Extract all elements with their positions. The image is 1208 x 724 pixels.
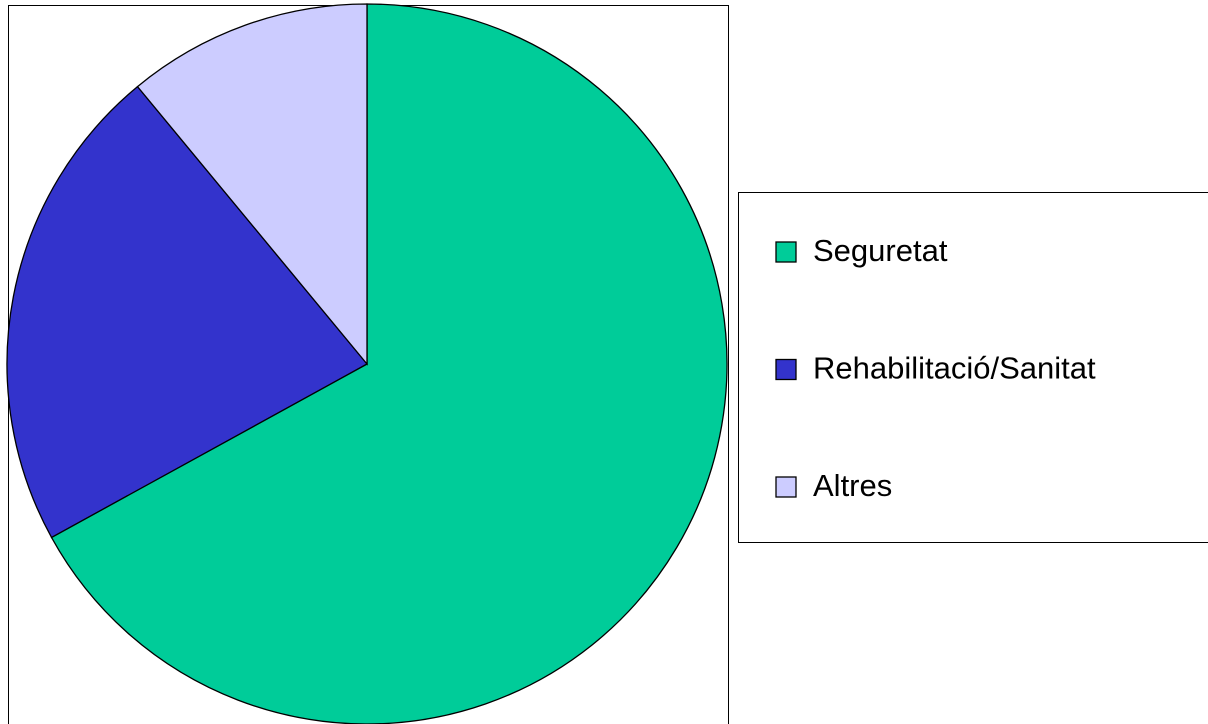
legend-box <box>738 192 1208 543</box>
legend-swatch <box>775 358 797 381</box>
pie-slice <box>136 3 368 366</box>
legend-swatch <box>775 476 797 498</box>
legend-label: Rehabilitació/Sanitat <box>813 351 1096 386</box>
legend-label: Altres <box>813 468 892 503</box>
legend-label: Seguretat <box>813 233 948 268</box>
pie-slice <box>6 85 369 539</box>
pie-slice <box>50 3 728 724</box>
legend-swatch <box>775 241 797 263</box>
